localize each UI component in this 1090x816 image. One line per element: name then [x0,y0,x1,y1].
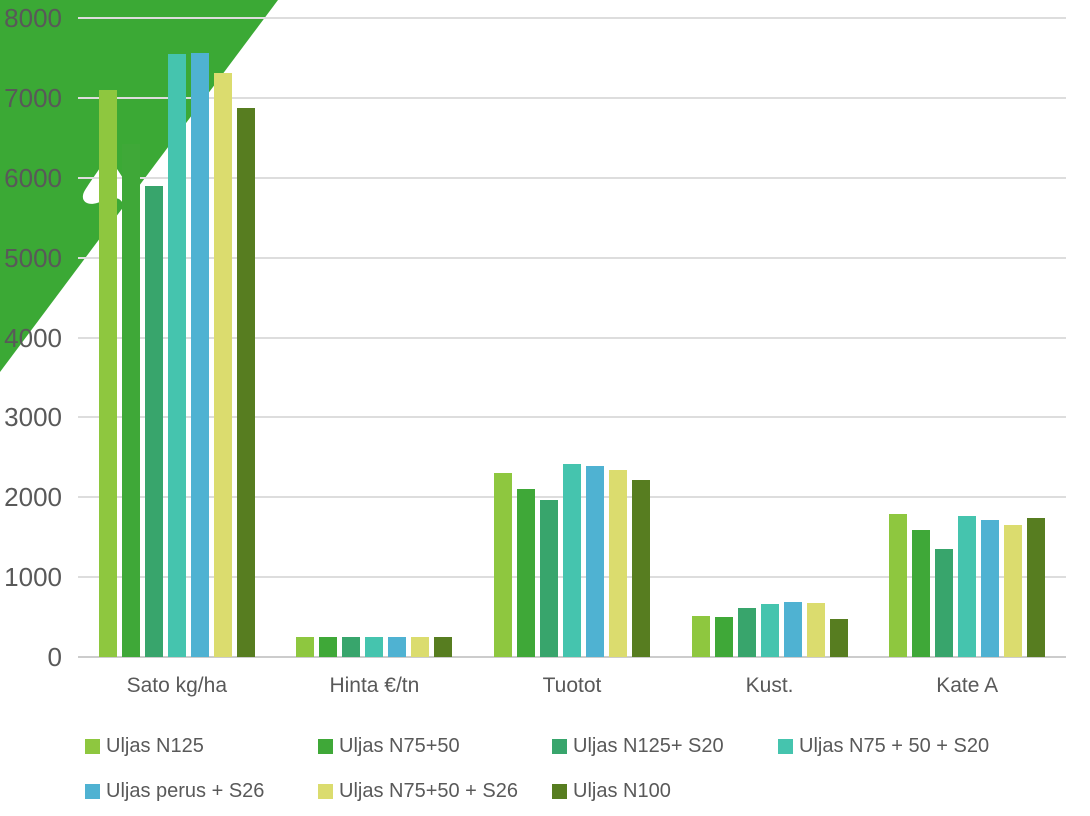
y-tick-label-1000: 1000 [4,562,62,593]
legend-swatch-icon [85,738,100,754]
bar-uljas-perus-s26-kate-a [981,519,1000,657]
bar-uljas-n75-50-s26-kust- [806,602,825,657]
y-tick-label-0: 0 [47,642,62,672]
bar-uljas-n75-50-s20-sato-kg-ha [167,53,186,657]
y-tick-label-7000: 7000 [4,82,62,113]
y-tick-label-3000: 3000 [4,402,62,433]
bar-uljas-n100-sato-kg-ha [236,108,255,657]
bar-uljas-n125-kate-a [889,514,908,657]
bar-uljas-n75-50-s20-kate-a [958,515,977,657]
bar-uljas-n100-kate-a [1027,518,1046,657]
legend-label: Uljas perus + S26 [106,780,265,802]
legend-swatch-icon [318,783,333,799]
x-axis-label-kust-: Kust. [745,674,794,697]
y-tick-label-2000: 2000 [4,482,62,513]
bar-uljas-n75-50-s26-hinta-tn [411,637,430,657]
bar-uljas-n125-s20-kust- [737,608,756,657]
bar-uljas-n75-50-kust- [714,617,733,657]
legend-item-uljas-n75-50-s20: Uljas N75 + 50 + S20 [778,734,989,758]
bar-uljas-n75-50-s26-sato-kg-ha [213,73,232,657]
gridline-0 [78,656,1066,658]
legend-swatch-icon [552,738,567,754]
y-tick-label-5000: 5000 [4,242,62,273]
bar-uljas-n100-tuotot [632,479,650,657]
legend-swatch-icon [552,783,567,799]
legend-label: Uljas N100 [573,780,671,802]
bar-uljas-n75-50-s20-tuotot [563,463,581,657]
legend-item-uljas-perus-s26: Uljas perus + S26 [85,779,264,803]
x-axis-label-hinta-tn: Hinta €/tn [329,674,420,697]
bar-uljas-n125-s20-sato-kg-ha [144,185,163,657]
legend-label: Uljas N75+50 + S26 [339,780,519,802]
legend-item-uljas-n75-50: Uljas N75+50 [318,734,460,758]
bar-uljas-n75-50-tuotot [517,489,535,657]
legend-swatch-icon [318,738,333,754]
legend-label: Uljas N75+50 [339,735,460,757]
x-axis-label-tuotot: Tuotot [542,674,602,697]
bar-uljas-n75-50-s20-hinta-tn [365,637,384,657]
bar-uljas-perus-s26-hinta-tn [388,637,407,657]
y-tick-label-8000: 8000 [4,3,62,33]
bar-uljas-n75-50-kate-a [912,529,931,657]
legend-label: Uljas N125+ S20 [573,735,724,757]
gridline-8000 [78,17,1066,19]
bar-uljas-perus-s26-tuotot [586,466,604,657]
legend-item-uljas-n100: Uljas N100 [552,779,671,803]
bar-uljas-n100-kust- [829,619,848,657]
x-axis-label-kate-a: Kate A [936,674,999,697]
bar-uljas-n75-50-hinta-tn [319,637,338,657]
legend-item-uljas-n125: Uljas N125 [85,734,204,758]
legend-item-uljas-n75-50-s26: Uljas N75+50 + S26 [318,779,518,803]
bar-uljas-perus-s26-kust- [783,601,802,657]
bar-uljas-n125-s20-hinta-tn [342,637,361,657]
legend-swatch-icon [778,738,793,754]
bar-uljas-n75-50-s26-tuotot [609,470,627,657]
bar-uljas-n100-hinta-tn [434,637,453,657]
gridline-5000 [78,256,1066,259]
legend-swatch-icon [85,783,100,799]
gridline-3000 [78,416,1066,419]
x-axis-label-sato-kg-ha: Sato kg/ha [126,674,227,697]
y-tick-label-6000: 6000 [4,162,62,193]
legend-label: Uljas N75 + 50 + S20 [799,735,990,757]
bar-uljas-n125-hinta-tn [296,637,315,657]
bar-uljas-perus-s26-sato-kg-ha [190,53,209,657]
bar-uljas-n125-kust- [691,616,710,657]
legend-label: Uljas N125 [106,735,204,757]
bar-uljas-n125-tuotot [494,473,512,657]
legend-item-uljas-n125-s20: Uljas N125+ S20 [552,734,724,758]
gridline-7000 [78,96,1066,99]
gridline-6000 [78,176,1066,179]
gridline-4000 [78,336,1066,339]
bar-uljas-n125-sato-kg-ha [98,89,117,657]
plot-area: 8000 7000 6000 5000 4000 3000 2000 1000 0 Sato kg… [4,3,1066,697]
bar-uljas-n75-50-sato-kg-ha [121,144,140,657]
bar-uljas-n125-s20-tuotot [540,499,558,657]
bar-uljas-n75-50-s26-kate-a [1004,525,1023,657]
y-tick-label-4000: 4000 [4,322,62,353]
bar-uljas-n125-s20-kate-a [935,549,954,657]
bar-uljas-n75-50-s20-kust- [760,604,779,657]
